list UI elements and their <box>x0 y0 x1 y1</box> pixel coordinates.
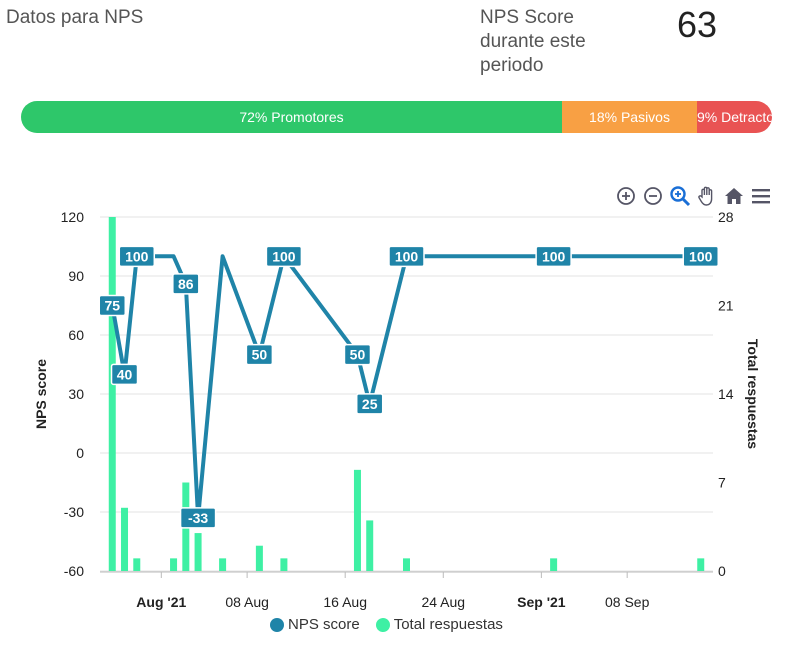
data-label-nps: 40 <box>117 366 133 382</box>
zoom-select-icon[interactable] <box>668 185 692 207</box>
y2-tick-label: 28 <box>718 209 734 225</box>
y-tick-label: 0 <box>76 445 84 461</box>
pan-hand-icon[interactable] <box>695 185 719 207</box>
legend-item-nps-score[interactable]: NPS score <box>270 616 360 633</box>
chart-toolbar <box>614 185 773 207</box>
x-tick-label: 08 Sep <box>605 594 650 610</box>
data-label-nps: 50 <box>350 347 366 363</box>
chart-legend: NPS score Total respuestas <box>270 616 503 633</box>
bar-total-respuestas <box>170 558 178 571</box>
y2-tick-label: 21 <box>718 298 734 314</box>
x-tick-label: 16 Aug <box>323 594 367 610</box>
y-axis-title: NPS score <box>33 359 49 429</box>
pasivos-segment: 18% Pasivos <box>562 101 697 133</box>
bar-total-respuestas <box>353 469 361 571</box>
data-label-nps: 100 <box>395 248 419 264</box>
data-label-box <box>98 294 127 317</box>
data-label-nps: 75 <box>104 298 120 314</box>
data-label-nps: 100 <box>542 248 566 264</box>
data-label-box <box>355 393 384 415</box>
legend-label-nps-score: NPS score <box>288 616 360 633</box>
home-icon[interactable] <box>722 185 746 207</box>
bar-total-respuestas <box>194 533 202 571</box>
data-label-box <box>535 245 572 268</box>
bar-total-respuestas <box>280 558 288 571</box>
page-title: Datos para NPS <box>6 7 144 28</box>
x-tick-label: 08 Aug <box>225 594 269 610</box>
y-tick-label: -60 <box>64 563 84 579</box>
bar-total-respuestas <box>366 520 374 571</box>
bar-total-respuestas <box>697 558 705 571</box>
data-label-nps: 86 <box>178 276 194 292</box>
nps-score-value: 63 <box>677 4 718 45</box>
data-label-box <box>172 273 200 295</box>
y-tick-label: 120 <box>61 209 85 225</box>
data-label-box <box>265 245 303 268</box>
menu-icon[interactable] <box>749 185 773 207</box>
data-label-nps: 50 <box>252 347 268 363</box>
data-label-nps: 25 <box>362 396 378 412</box>
nps-score-label: NPS Score durante este periodo <box>480 7 586 76</box>
bar-total-respuestas <box>133 558 141 571</box>
nps-chart: 120 90 60 30 0 -30 -60 28 21 14 7 0 NPS score Total r… <box>33 209 761 610</box>
data-label-nps: 100 <box>125 248 149 264</box>
data-label-nps: 100 <box>272 248 296 264</box>
nps-distribution-bar: 72% Promotores 18% Pasivos 9% Detractore… <box>21 101 772 133</box>
detractores-segment: 9% Detractores <box>697 101 772 133</box>
data-label-box <box>343 343 372 366</box>
y2-tick-label: 0 <box>718 563 726 579</box>
x-tick-label: Sep '21 <box>517 594 566 610</box>
data-label-box <box>245 343 274 366</box>
y2-axis-title: Total respuestas <box>745 339 761 449</box>
legend-marker-total-respuestas <box>375 617 390 632</box>
x-tick-label: 24 Aug <box>421 594 465 610</box>
bar-total-respuestas <box>108 217 116 571</box>
bar-total-respuestas <box>550 558 558 571</box>
data-label-box <box>179 507 217 529</box>
data-label-box <box>388 245 425 268</box>
y-tick-label: 90 <box>68 268 84 284</box>
y2-tick-label: 14 <box>718 386 734 402</box>
y-tick-label: -30 <box>64 504 84 520</box>
bar-total-respuestas <box>121 507 129 571</box>
x-tick-label: Aug '21 <box>136 594 186 610</box>
bar-total-respuestas <box>219 558 227 571</box>
y-tick-label: 30 <box>68 386 84 402</box>
data-label-nps: -33 <box>188 510 208 526</box>
bar-total-respuestas <box>403 558 410 571</box>
zoom-out-icon[interactable] <box>641 185 665 207</box>
zoom-in-icon[interactable] <box>614 185 638 207</box>
legend-marker-nps-score <box>270 617 284 632</box>
legend-label-total-respuestas: Total respuestas <box>393 616 503 633</box>
y2-tick-label: 7 <box>718 475 726 491</box>
promotores-segment: 72% Promotores <box>21 101 562 133</box>
legend-item-total-respuestas[interactable]: Total respuestas <box>375 616 503 633</box>
y-tick-label: 60 <box>68 327 84 343</box>
data-label-nps: 100 <box>689 248 713 264</box>
bar-total-respuestas <box>255 545 263 571</box>
data-label-box <box>110 363 139 386</box>
data-label-box <box>118 245 156 268</box>
line-nps-score <box>110 254 703 520</box>
data-label-box <box>682 245 719 268</box>
